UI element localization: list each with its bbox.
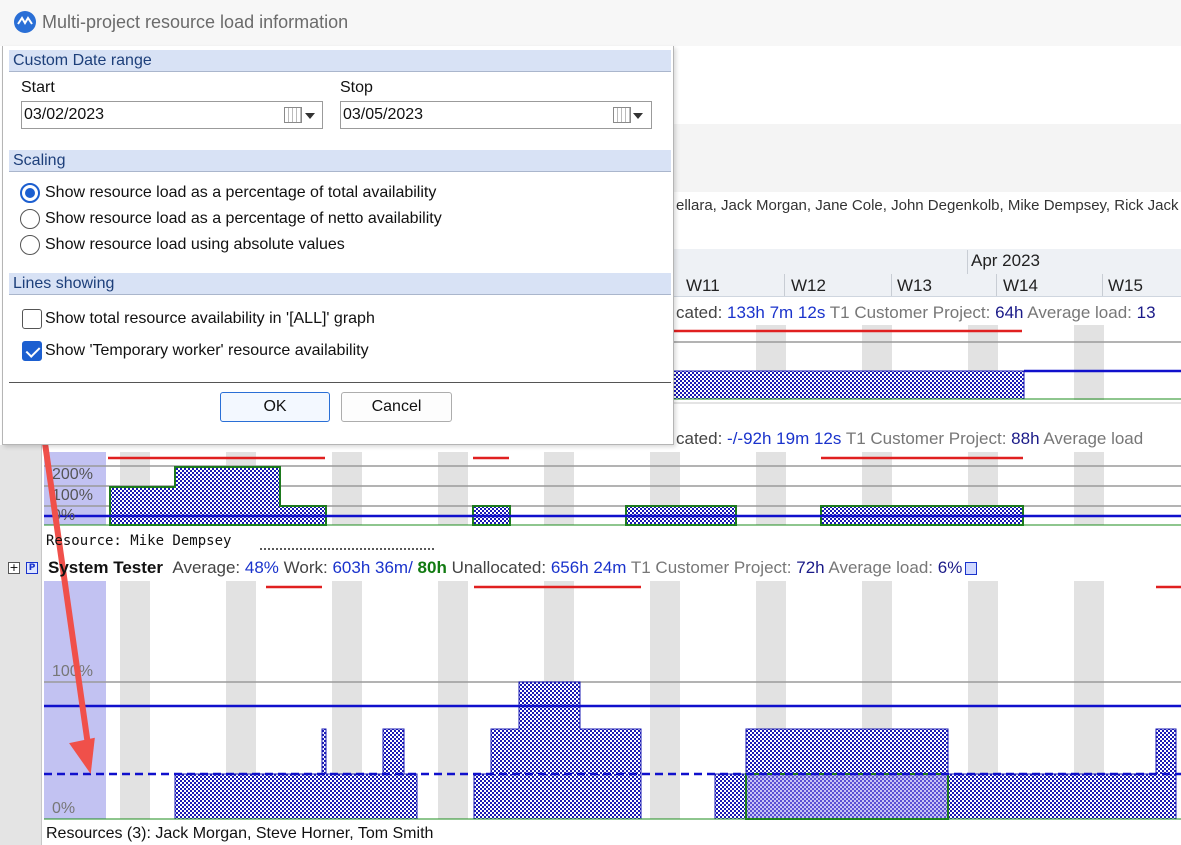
timeline-week: W15 [1108, 276, 1143, 295]
row3-project: T1 Customer Project [630, 558, 787, 577]
timeline-week: W13 [897, 276, 932, 295]
radio-netto-availability[interactable] [20, 209, 40, 229]
week-separator [996, 274, 997, 296]
stop-date-field[interactable]: 03/05/2023 [340, 101, 652, 129]
row3-unallocated-value: 656h 24m [550, 558, 627, 577]
chevron-down-icon[interactable] [633, 113, 643, 119]
row2-unallocated: -/-92h 19m 12s [727, 429, 842, 448]
month-separator [967, 250, 968, 274]
week-separator [784, 274, 785, 296]
row-gutter [0, 445, 42, 845]
row3-average-value: 48% [244, 558, 279, 577]
row1-prefix: cated: [676, 303, 723, 322]
ok-button[interactable]: OK [220, 392, 330, 422]
radio-total-availability[interactable] [20, 183, 40, 203]
row3-unallocated-label: Unallocated: [451, 558, 547, 577]
row3-name: System Tester [48, 558, 163, 577]
row3-avg-load-value: 6% [937, 558, 963, 577]
row1-avg-label: Average load: [1027, 303, 1132, 322]
start-date-value: 03/02/2023 [24, 106, 105, 123]
details-icon[interactable] [965, 562, 978, 575]
calendar-icon[interactable] [284, 107, 302, 123]
radio-netto-availability-label[interactable]: Show resource load as a percentage of ne… [45, 210, 442, 227]
row3-resources-caption: Resources (3): Jack Morgan, Steve Horner… [46, 825, 434, 842]
radio-total-availability-label[interactable]: Show resource load as a percentage of to… [45, 184, 437, 201]
project-flag-icon[interactable]: P [26, 562, 38, 574]
timeline-month: Apr 2023 [971, 251, 1040, 270]
row1-chart [671, 325, 1181, 404]
stop-label: Stop [340, 79, 373, 96]
app-logo-icon [14, 11, 36, 33]
start-label: Start [21, 79, 55, 96]
resource-list-text: ellara, Jack Morgan, Jane Cole, John Deg… [676, 197, 1179, 214]
row3-work-green: 80h [417, 558, 447, 577]
custom-date-range-header: Custom Date range [9, 50, 671, 72]
row2-prefix: cated: [676, 429, 723, 448]
checkbox-total-availability-label[interactable]: Show total resource availability in '[AL… [45, 310, 375, 327]
row2-avg-label: Average load [1043, 429, 1144, 448]
timeline-header [672, 249, 1181, 297]
row1-project: T1 Customer Project [829, 303, 986, 322]
row2-y-label-100: 100% [52, 487, 93, 504]
row1-info: cated: 133h 7m 12s T1 Customer Project: … [676, 303, 1156, 322]
timeline-week: W11 [686, 276, 720, 295]
cancel-button[interactable]: Cancel [341, 392, 452, 422]
row1-avg-value: 13 [1136, 303, 1156, 322]
radio-absolute-values-label[interactable]: Show resource load using absolute values [45, 236, 345, 253]
row1-project-hours: 64h [995, 303, 1024, 322]
row3-work-label: Work: [283, 558, 328, 577]
timeline-week: W14 [1003, 276, 1038, 295]
checkbox-total-availability[interactable] [22, 309, 42, 329]
week-separator [1102, 274, 1103, 296]
resource-load-dialog: Custom Date range Start 03/02/2023 Stop … [2, 46, 674, 445]
row3-info: System Tester Average: 48% Work: 603h 36… [48, 558, 978, 578]
row3-avg-load-label: Average load: [828, 558, 934, 577]
start-date-field[interactable]: 03/02/2023 [21, 101, 323, 129]
row2-chart: 200% 100% 0% [44, 452, 1181, 550]
stop-date-value: 03/05/2023 [343, 106, 424, 123]
lines-showing-header: Lines showing [9, 273, 671, 295]
calendar-icon[interactable] [613, 107, 631, 123]
dialog-title: Multi-project resource load information [42, 12, 349, 32]
checkbox-temporary-worker-label[interactable]: Show 'Temporary worker' resource availab… [45, 342, 369, 359]
expand-icon[interactable]: + [8, 561, 20, 574]
scaling-header: Scaling [9, 150, 671, 172]
timeline-week: W12 [791, 276, 826, 295]
row1-unallocated: 133h 7m 12s [727, 303, 826, 322]
row3-y-label-100: 100% [52, 663, 93, 680]
row2-project-hours: 88h [1011, 429, 1040, 448]
checkbox-temporary-worker[interactable] [22, 341, 42, 361]
chevron-down-icon[interactable] [305, 113, 315, 119]
row2-resource-caption: Resource: Mike Dempsey [46, 533, 232, 549]
row3-chart: 100% 0% [44, 581, 1181, 820]
row3-average-label: Average: [172, 558, 241, 577]
row2-project: T1 Customer Project [845, 429, 1002, 448]
row3-work-value: 603h 36m/ [332, 558, 413, 577]
dialog-divider [9, 382, 671, 383]
row2-info: cated: -/-92h 19m 12s T1 Customer Projec… [676, 429, 1144, 448]
week-separator [891, 274, 892, 296]
radio-absolute-values[interactable] [20, 235, 40, 255]
row3-y-label-0: 0% [52, 800, 75, 817]
background-panel [672, 124, 1181, 192]
row2-y-label-200: 200% [52, 466, 93, 483]
row3-project-hours: 72h [796, 558, 825, 577]
dialog-titlebar: Multi-project resource load information [0, 0, 1181, 46]
